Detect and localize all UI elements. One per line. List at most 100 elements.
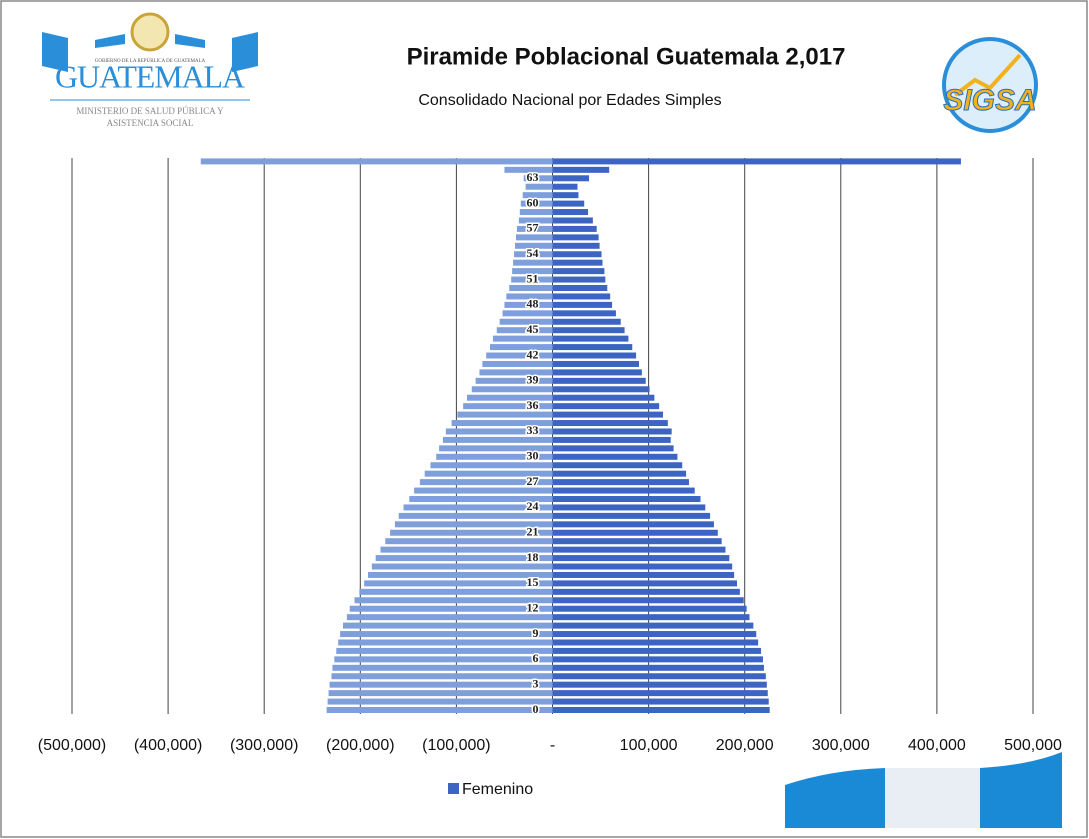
bar bbox=[354, 597, 553, 604]
bar bbox=[552, 420, 668, 427]
bar bbox=[552, 225, 597, 232]
sigsa-arrow bbox=[953, 53, 1022, 97]
bar bbox=[552, 546, 726, 553]
swoosh-left bbox=[785, 768, 885, 828]
bar bbox=[552, 411, 664, 418]
bar bbox=[552, 327, 625, 334]
y-tick-label: 30 bbox=[527, 449, 539, 463]
bar bbox=[371, 563, 553, 570]
bar bbox=[518, 217, 553, 224]
chart-subtitle: Consolidado Nacional por Edades Simples bbox=[418, 92, 721, 109]
bar bbox=[506, 293, 553, 300]
y-tick-label: 12 bbox=[527, 600, 539, 614]
bar bbox=[525, 183, 553, 190]
bar bbox=[364, 580, 553, 587]
bar bbox=[552, 462, 683, 469]
legend-label: Femenino bbox=[462, 781, 533, 798]
bar bbox=[552, 479, 689, 486]
flag-left bbox=[42, 32, 68, 72]
bar bbox=[552, 242, 600, 249]
bar bbox=[552, 445, 674, 452]
bar bbox=[552, 681, 767, 688]
bar bbox=[552, 521, 714, 528]
bar bbox=[327, 698, 553, 705]
chart-title: Piramide Poblacional Guatemala 2,017 bbox=[407, 43, 846, 70]
bar bbox=[552, 386, 650, 393]
bar bbox=[499, 318, 553, 325]
bar bbox=[552, 580, 738, 587]
bar bbox=[552, 335, 629, 342]
bar bbox=[552, 285, 608, 291]
y-tick-label: 15 bbox=[527, 575, 539, 589]
bar bbox=[552, 664, 764, 671]
bar bbox=[436, 453, 553, 460]
bar bbox=[515, 234, 553, 241]
bar bbox=[552, 555, 730, 562]
right-logo: SIGSA bbox=[942, 37, 1038, 133]
bar bbox=[552, 209, 589, 216]
x-tick-label: (200,000) bbox=[326, 737, 395, 754]
bar bbox=[552, 428, 672, 435]
bar bbox=[504, 301, 553, 308]
bar bbox=[385, 538, 553, 545]
bar bbox=[403, 504, 553, 511]
bar bbox=[552, 251, 602, 258]
x-tick-label: 400,000 bbox=[908, 737, 966, 754]
x-tick-label: 200,000 bbox=[716, 737, 774, 754]
bar bbox=[552, 403, 660, 410]
bar bbox=[552, 707, 770, 713]
bar bbox=[552, 293, 611, 300]
bar bbox=[552, 175, 590, 182]
bar bbox=[513, 259, 553, 266]
flag-right bbox=[232, 32, 258, 72]
bar bbox=[482, 360, 553, 367]
bar bbox=[552, 639, 759, 646]
bar bbox=[200, 158, 553, 165]
left-logo: GOBIERNO DE LA REPÚBLICA DE GUATEMALA GU… bbox=[42, 12, 258, 128]
bar bbox=[359, 588, 553, 595]
bar bbox=[509, 285, 553, 291]
bar bbox=[390, 529, 553, 536]
y-tick-label: 51 bbox=[527, 271, 539, 285]
bar bbox=[332, 664, 553, 671]
bar bbox=[552, 394, 655, 401]
bar bbox=[552, 234, 599, 241]
bar bbox=[552, 453, 678, 460]
bar bbox=[475, 377, 553, 384]
sigsa-name: SIGSA bbox=[943, 84, 1036, 117]
y-tick-label: 6 bbox=[533, 651, 539, 665]
bar bbox=[466, 394, 553, 401]
bar bbox=[445, 428, 553, 435]
bar bbox=[479, 369, 553, 376]
bar bbox=[552, 369, 642, 376]
bar bbox=[329, 681, 553, 688]
x-tick-label: - bbox=[550, 737, 555, 754]
bar bbox=[442, 436, 553, 443]
bar bbox=[552, 301, 613, 308]
logo-line1: MINISTERIO DE SALUD PÚBLICA Y bbox=[76, 106, 224, 116]
x-tick-label: 100,000 bbox=[620, 737, 678, 754]
decoration bbox=[785, 752, 1062, 828]
bar bbox=[511, 276, 553, 283]
bar bbox=[414, 487, 553, 494]
bar bbox=[552, 200, 585, 207]
bar bbox=[490, 344, 553, 351]
bar bbox=[394, 521, 553, 528]
x-tick-label: (100,000) bbox=[422, 737, 491, 754]
bar bbox=[419, 479, 553, 486]
bar bbox=[451, 420, 553, 427]
y-tick-label: 63 bbox=[527, 170, 539, 184]
x-tick-label: 500,000 bbox=[1004, 737, 1062, 754]
swoosh-right bbox=[980, 752, 1062, 828]
bar bbox=[552, 631, 757, 638]
bar bbox=[552, 597, 744, 604]
x-tick-label: (500,000) bbox=[38, 737, 107, 754]
ribbon-right bbox=[175, 34, 205, 48]
bar bbox=[515, 242, 553, 249]
bar bbox=[486, 352, 553, 359]
bar bbox=[552, 690, 768, 697]
bar bbox=[375, 555, 553, 562]
